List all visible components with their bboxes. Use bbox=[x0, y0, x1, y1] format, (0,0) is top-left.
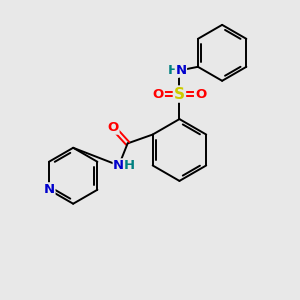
Text: O: O bbox=[107, 121, 118, 134]
Text: O: O bbox=[195, 88, 206, 100]
Text: N: N bbox=[113, 159, 124, 172]
Text: N: N bbox=[44, 183, 55, 196]
Text: O: O bbox=[153, 88, 164, 100]
Text: S: S bbox=[174, 87, 185, 102]
Text: H: H bbox=[124, 159, 135, 172]
Text: N: N bbox=[176, 64, 187, 77]
Text: H: H bbox=[167, 64, 178, 77]
